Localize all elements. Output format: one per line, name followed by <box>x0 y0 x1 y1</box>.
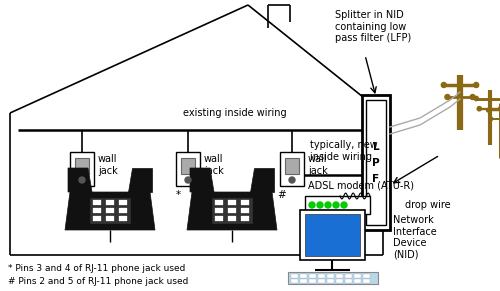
Bar <box>106 216 114 221</box>
Bar <box>288 272 378 284</box>
Text: Network
Interface
Device
(NID): Network Interface Device (NID) <box>393 215 437 260</box>
Circle shape <box>489 117 492 121</box>
Bar <box>336 274 343 278</box>
Bar <box>318 279 325 283</box>
Circle shape <box>445 95 450 100</box>
Polygon shape <box>190 168 214 192</box>
Bar <box>181 158 195 174</box>
Bar <box>106 208 114 213</box>
Bar <box>228 216 236 221</box>
Circle shape <box>486 109 490 112</box>
Circle shape <box>309 202 315 208</box>
Bar <box>176 152 200 186</box>
Circle shape <box>333 202 339 208</box>
Circle shape <box>498 107 500 111</box>
Text: *: * <box>176 190 180 200</box>
Bar <box>363 274 370 278</box>
Circle shape <box>185 177 191 183</box>
Bar <box>280 152 304 186</box>
Bar <box>363 279 370 283</box>
Circle shape <box>341 202 347 208</box>
Bar <box>291 274 298 278</box>
Bar <box>241 208 249 213</box>
Bar <box>119 208 127 213</box>
Polygon shape <box>128 168 152 192</box>
Bar <box>215 200 223 205</box>
Text: * Pins 3 and 4 of RJ-11 phone jack used: * Pins 3 and 4 of RJ-11 phone jack used <box>8 264 186 273</box>
Bar <box>305 214 360 256</box>
Bar <box>90 198 130 223</box>
Bar <box>119 200 127 205</box>
Bar <box>362 95 390 230</box>
Bar <box>93 216 101 221</box>
Bar <box>241 216 249 221</box>
Polygon shape <box>65 192 155 230</box>
Bar <box>291 279 298 283</box>
Polygon shape <box>187 192 277 230</box>
Circle shape <box>470 95 475 100</box>
Circle shape <box>79 177 85 183</box>
Text: *: * <box>70 190 74 200</box>
Bar <box>119 216 127 221</box>
Bar <box>215 208 223 213</box>
Bar <box>318 274 325 278</box>
Bar <box>309 274 316 278</box>
Bar <box>327 274 334 278</box>
Text: #: # <box>278 190 286 200</box>
Bar <box>93 208 101 213</box>
Text: existing inside wiring: existing inside wiring <box>183 108 287 118</box>
Bar <box>345 279 352 283</box>
Bar <box>228 200 236 205</box>
Text: drop wire: drop wire <box>405 200 451 210</box>
Polygon shape <box>68 168 92 192</box>
Text: Splitter in NID
containing low
pass filter (LFP): Splitter in NID containing low pass filt… <box>335 10 411 43</box>
Circle shape <box>325 202 331 208</box>
Circle shape <box>442 83 446 88</box>
Bar <box>70 152 94 186</box>
Polygon shape <box>250 168 274 192</box>
Text: ADSL modem (ATU-R): ADSL modem (ATU-R) <box>308 180 414 190</box>
Bar <box>345 274 352 278</box>
Text: wall
jack: wall jack <box>204 154 224 176</box>
Circle shape <box>317 202 323 208</box>
Bar <box>75 158 89 174</box>
Bar <box>228 208 236 213</box>
Circle shape <box>474 83 478 88</box>
Bar <box>327 279 334 283</box>
Text: # Pins 2 and 5 of RJ-11 phone jack used: # Pins 2 and 5 of RJ-11 phone jack used <box>8 277 188 286</box>
Bar <box>212 198 252 223</box>
Text: L
P
F: L P F <box>372 142 380 184</box>
Bar <box>106 200 114 205</box>
Bar <box>93 200 101 205</box>
Bar <box>354 274 361 278</box>
Bar <box>336 279 343 283</box>
Bar <box>300 279 307 283</box>
Bar <box>300 274 307 278</box>
Text: wall
jack: wall jack <box>98 154 118 176</box>
Bar <box>309 279 316 283</box>
Bar <box>300 210 365 260</box>
Bar <box>305 196 370 214</box>
Text: typically, new
inside wiring: typically, new inside wiring <box>310 140 378 162</box>
Bar <box>354 279 361 283</box>
Circle shape <box>474 96 478 101</box>
Bar <box>215 216 223 221</box>
Bar <box>241 200 249 205</box>
Circle shape <box>289 177 295 183</box>
Bar <box>285 158 299 174</box>
Circle shape <box>477 107 482 111</box>
Bar <box>366 100 386 225</box>
Text: wall
jack: wall jack <box>308 154 328 176</box>
